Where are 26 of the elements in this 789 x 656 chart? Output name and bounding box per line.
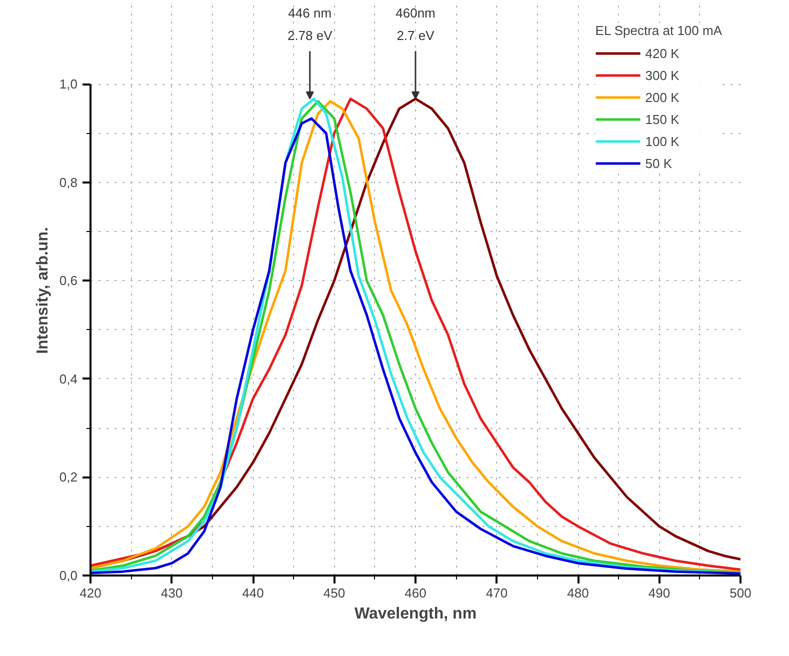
- y-tick-label: 0,8: [59, 174, 78, 190]
- x-tick-label: 500: [730, 586, 752, 600]
- legend-label: 300 K: [645, 68, 680, 82]
- legend-label: 50 K: [645, 156, 672, 170]
- legend-label: 200 K: [645, 90, 680, 104]
- y-tick-label: 0,6: [59, 273, 78, 288]
- x-tick-label: 470: [486, 586, 508, 600]
- legend-label: 420 K: [645, 46, 680, 60]
- legend-label: 100 K: [645, 134, 680, 148]
- y-tick-label: 1,0: [59, 76, 78, 92]
- y-tick-label: 0,4: [59, 371, 78, 386]
- legend-label: 150 K: [645, 112, 680, 126]
- x-tick-label: 460: [404, 586, 426, 600]
- x-tick-label: 480: [567, 586, 589, 600]
- x-tick-label: 420: [80, 586, 102, 600]
- annotation: 460nm 2.7 eV: [396, 6, 436, 43]
- x-tick-label: 430: [160, 586, 183, 600]
- legend-title: EL Spectra at 100 mA: [595, 23, 722, 38]
- annotation: 446 nm 2.78 eV: [287, 6, 333, 43]
- x-tick-label: 490: [648, 586, 670, 600]
- x-tick-label: 440: [242, 586, 264, 600]
- y-axis-title: Intensity, arb.un.: [34, 227, 52, 354]
- y-tick-label: 0,0: [59, 568, 78, 583]
- x-tick-label: 450: [323, 586, 346, 600]
- y-tick-label: 0,2: [59, 470, 78, 485]
- x-axis-title: Wavelength, nm: [354, 606, 477, 622]
